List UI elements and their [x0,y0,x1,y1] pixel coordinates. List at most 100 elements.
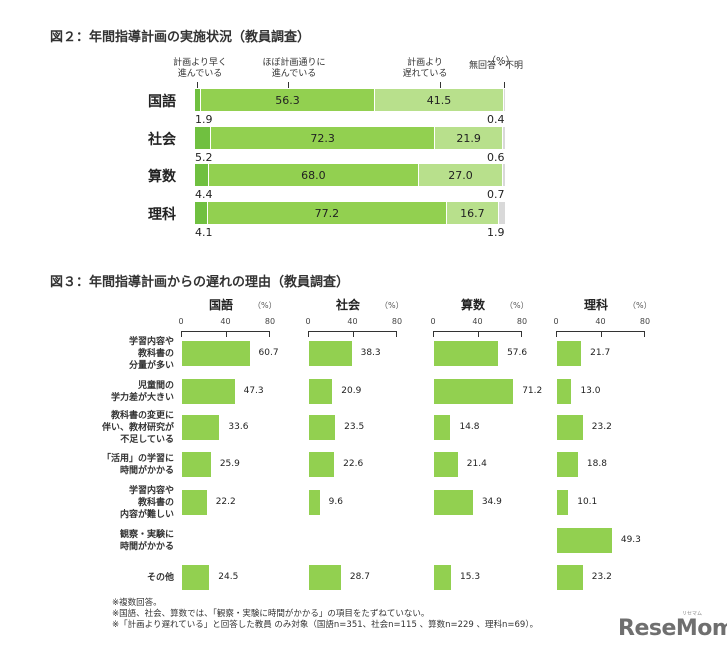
bar-segment-0 [195,127,212,149]
bar [434,415,451,440]
bar [182,565,210,590]
panel-title: 社会 [336,298,361,312]
bar-value: 22.2 [215,497,236,507]
bar [309,341,352,366]
category-line: 教科書の [137,348,174,359]
bar-value: 49.3 [620,535,641,545]
bar-segment-2: 16.7 [447,202,499,224]
bar-value: 71.2 [522,386,543,396]
bar [182,452,211,477]
bar-value: 28.7 [349,572,370,582]
category-line: 教科書の [137,497,174,508]
bar-segment-1: 72.3 [211,127,436,149]
legend-line: 遅れている [402,69,448,79]
panel-unit: （%） [628,301,652,310]
bar [434,379,514,404]
axis-tick-label: 80 [264,317,276,326]
category-line: 時間がかかる [119,541,174,552]
bar-value: 57.6 [507,348,528,358]
bar-value: 9.6 [328,497,343,507]
value-unknown: 1.9 [487,226,505,239]
bar-value: 33.6 [228,422,249,432]
legend-tick [440,82,441,88]
category-line: 学力差が大きい [110,392,174,403]
category-line: 学習内容や [128,336,174,347]
bar [309,490,320,515]
stacked-bar: 72.3 21.9 [195,127,505,149]
bar-segment-3 [503,127,505,149]
category-line: 観察・実験に [119,529,174,540]
bar [309,379,333,404]
stacked-bar: 77.2 16.7 [195,202,505,224]
axis-tick-label: 0 [178,317,184,326]
axis-tick-label: 0 [430,317,436,326]
legend-line: 計画より [407,58,443,68]
axis-tick [352,331,354,337]
logo-text: ReseMom [618,616,727,641]
figure3-title: 図３：年間指導計画からの遅れの理由（教員調査） [50,275,350,290]
axis-tick-label: 0 [553,317,559,326]
bar [182,415,220,440]
bar [309,565,341,590]
stacked-bar: 56.3 41.5 [195,89,505,111]
bar-value: 47.3 [243,386,264,396]
axis-tick-label: 40 [220,317,231,326]
bar-value: 60.7 [258,348,279,358]
row-label: 算数 [148,169,176,185]
category-line: 内容が難しい [119,509,174,520]
row-label: 国語 [148,94,176,110]
legend-line: 無回答・不明 [468,61,523,71]
category-line: 時間がかかる [119,465,174,476]
panel-title: 理科 [584,298,609,312]
panel-title: 国語 [209,298,234,312]
footnote: ※「計画より遅れている」と回答した教員 のみ対象（国語n=351、社会n=115… [112,620,539,630]
bar [434,452,458,477]
footnote: ※複数回答。 [112,598,162,608]
category-label: 観察・実験に 時間がかかる [74,529,174,553]
category-line: 伴い、教材研究が [101,422,174,433]
category-label: 学習内容や 教科書の 内容が難しい [74,485,174,521]
category-label: 教科書の変更に 伴い、教材研究が 不足している [74,410,174,446]
bar-value: 18.8 [586,459,607,469]
category-line: 分量が多い [128,360,174,371]
category-label: 「活用」の学習に 時間がかかる [74,453,174,477]
legend-tick [504,82,505,88]
axis-tick [600,331,602,337]
bar [557,452,578,477]
axis-tick-label: 40 [347,317,358,326]
value-early: 4.1 [195,226,213,239]
bar-segment-3 [502,164,505,186]
legend-label: 計画より早く 進んでいる [160,58,240,80]
panel-unit: （%） [253,301,277,310]
axis-tick-label: 80 [639,317,651,326]
legend-label: 無回答・不明 [456,61,536,72]
bar [309,415,336,440]
bar [557,528,612,553]
figure2-title: 図２：年間指導計画の実施状況（教員調査） [50,30,311,45]
bar [182,341,250,366]
legend-label: ほぼ計画通りに 進んでいる [254,58,334,80]
bar [557,490,569,515]
value-unknown: 0.4 [487,113,505,126]
bar-value: 23.2 [591,422,612,432]
bar-segment-3 [503,89,505,111]
legend-tick [197,82,198,88]
category-line: 学習内容や [128,485,174,496]
bar-segment-1: 68.0 [208,164,420,186]
panel-unit: （%） [505,301,529,310]
bar-segment-0 [195,164,209,186]
category-line: その他 [146,572,174,583]
bar-segment-0 [195,202,208,224]
category-line: 教科書の変更に [110,410,174,421]
legend-line: 進んでいる [271,69,317,79]
bar [434,565,452,590]
axis-tick [225,331,227,337]
legend-label: 計画より 遅れている [385,58,465,80]
bar-value: 21.4 [466,459,487,469]
bar [434,490,473,515]
bar [557,565,583,590]
figure2-unit: （%） [486,56,516,67]
axis-tick-label: 80 [391,317,403,326]
axis-tick [477,331,479,337]
bar-segment-0 [195,89,201,111]
